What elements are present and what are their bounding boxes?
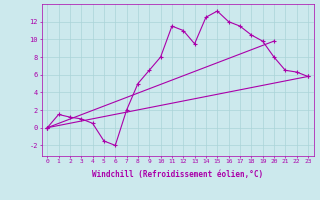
X-axis label: Windchill (Refroidissement éolien,°C): Windchill (Refroidissement éolien,°C) — [92, 170, 263, 179]
